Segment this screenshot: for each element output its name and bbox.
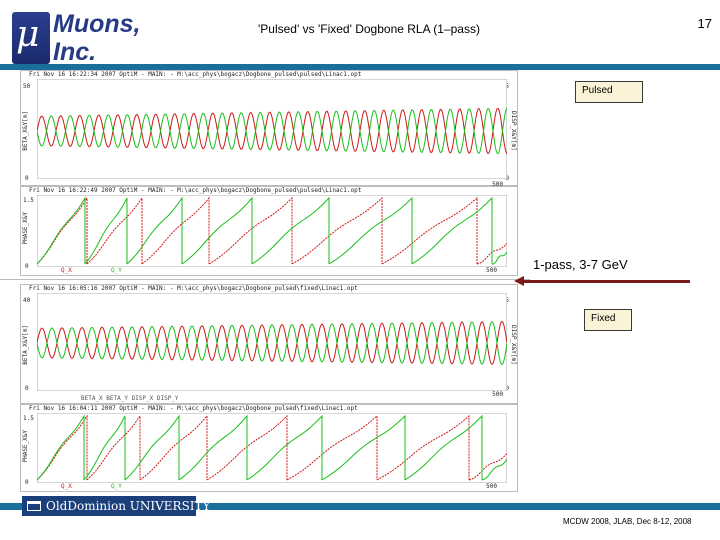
footer-bar — [0, 503, 720, 510]
legend-q-x: Q_X — [61, 483, 72, 490]
plot-header: Fri Nov 16 16:22:34 2007 OptiM - MAIN: -… — [29, 71, 362, 78]
pulsed-phase-plot: Fri Nov 16 16:22:49 2007 OptiM - MAIN: -… — [20, 186, 518, 276]
pass-energy-annotation: 1-pass, 3-7 GeV — [533, 257, 628, 272]
fixed-phase-plot: Fri Nov 16 16:04:11 2007 OptiM - MAIN: -… — [20, 404, 518, 492]
slide-title: 'Pulsed' vs 'Fixed' Dogbone RLA (1–pass) — [258, 22, 480, 36]
y-tick-top-right: 5 — [505, 297, 509, 304]
pulsed-phase-curves — [37, 195, 507, 267]
y-tick-bottom-right: 0 — [505, 385, 509, 392]
legend-q-x: Q_X — [61, 267, 72, 274]
logo-text-line2: Inc. — [53, 38, 97, 66]
y-tick-top: 1.5 — [23, 415, 34, 422]
x-tick-end: 500 — [486, 483, 497, 490]
header-divider-bar — [0, 64, 720, 70]
y-axis-label: PHASE_X&Y — [22, 212, 29, 245]
y-axis-label-right: DISP_X&Y[m] — [510, 111, 517, 151]
y-axis-label: PHASE_X&Y — [22, 430, 29, 463]
conference-footer: MCDW 2008, JLAB, Dec 8-12, 2008 — [563, 517, 692, 526]
y-tick-bottom: 0 — [25, 479, 29, 486]
x-tick-end: 500 — [486, 267, 497, 274]
pulsed-beta-plot: Fri Nov 16 16:22:34 2007 OptiM - MAIN: -… — [20, 70, 518, 188]
arrow-left-icon — [514, 276, 524, 286]
y-axis-label-right: DISP_X&Y[m] — [510, 325, 517, 365]
y-tick-bottom-left: 0 — [25, 385, 29, 392]
x-tick-end: 500 — [492, 391, 503, 398]
plot-legend: BETA_X BETA_Y DISP_X DISP_Y — [81, 395, 179, 402]
x-tick-end: 500 — [492, 181, 503, 188]
odu-logo: OldDominion UNIVERSITY — [22, 496, 210, 516]
y-tick-top-left: 40 — [23, 297, 31, 304]
fixed-label: Fixed — [584, 309, 632, 331]
legend-q-y: Q_Y — [111, 483, 122, 490]
logo-text-line1: Muons, — [53, 10, 141, 38]
page-number: 17 — [697, 16, 712, 31]
section-divider — [0, 279, 530, 280]
legend-q-y: Q_Y — [111, 267, 122, 274]
mu-symbol-icon: μ — [12, 12, 50, 64]
fixed-phase-curves — [37, 413, 507, 483]
y-tick-top-right: 5 — [505, 83, 509, 90]
y-axis-label-left: BETA_X&Y[m] — [22, 111, 29, 151]
arrow-shaft — [522, 280, 690, 283]
crown-icon — [27, 501, 41, 511]
pulsed-beta-curves — [37, 79, 507, 179]
y-tick-top: 1.5 — [23, 197, 34, 204]
muons-inc-logo: μ Muons, Inc. — [8, 6, 141, 66]
fixed-beta-curves — [37, 293, 507, 391]
y-tick-bottom-left: 0 — [25, 175, 29, 182]
plot-header: Fri Nov 16 16:22:49 2007 OptiM - MAIN: -… — [29, 187, 362, 194]
fixed-beta-plot: Fri Nov 16 16:05:16 2007 OptiM - MAIN: -… — [20, 284, 518, 404]
y-tick-bottom-right: 0 — [505, 175, 509, 182]
pulsed-label: Pulsed — [575, 81, 643, 103]
y-axis-label-left: BETA_X&Y[m] — [22, 325, 29, 365]
y-tick-top-left: 50 — [23, 83, 31, 90]
plot-header: Fri Nov 16 16:04:11 2007 OptiM - MAIN: -… — [29, 405, 358, 412]
plot-header: Fri Nov 16 16:05:16 2007 OptiM - MAIN: -… — [29, 285, 358, 292]
y-tick-bottom: 0 — [25, 263, 29, 270]
